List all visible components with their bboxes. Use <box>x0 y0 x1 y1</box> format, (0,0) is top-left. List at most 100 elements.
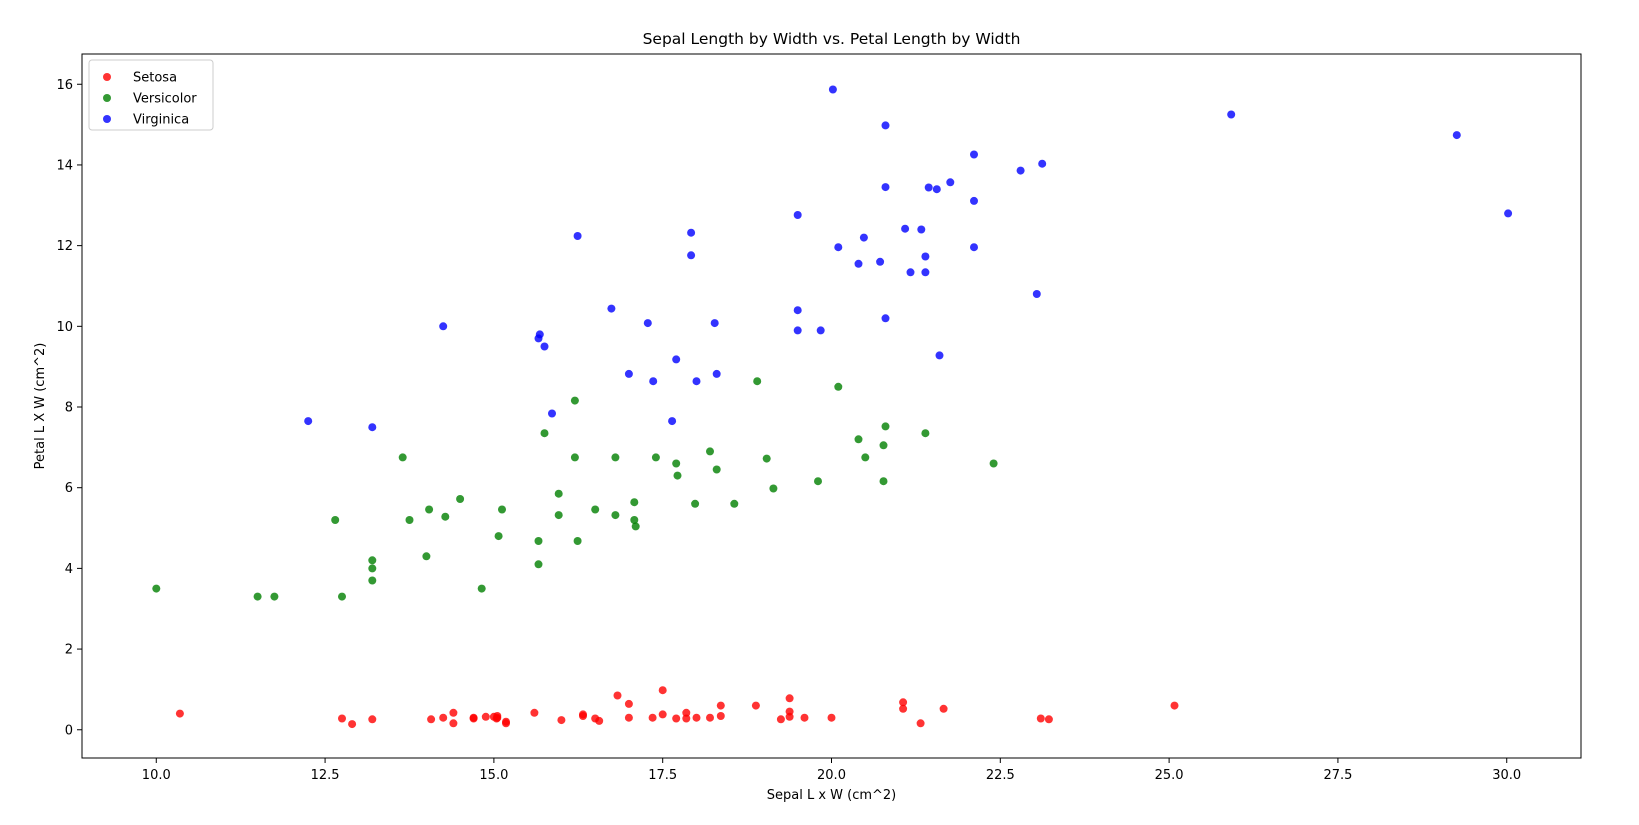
y-axis-label: Petal L X W (cm^2) <box>33 343 48 470</box>
point-setosa-22 <box>595 716 604 725</box>
point-versicolor-9 <box>405 516 414 524</box>
point-virginica-27 <box>876 257 885 266</box>
point-virginica-38 <box>935 351 944 360</box>
point-versicolor-24 <box>573 537 582 545</box>
x-tick-label: 12.5 <box>311 768 340 783</box>
point-versicolor-45 <box>879 441 888 450</box>
y-tick-label: 14 <box>56 158 73 173</box>
point-versicolor-4 <box>338 592 346 601</box>
point-virginica-10 <box>643 319 652 328</box>
point-versicolor-18 <box>534 560 543 569</box>
x-axis-label: Sepal L x W (cm^2) <box>767 788 897 803</box>
point-setosa-29 <box>672 714 681 723</box>
point-versicolor-22 <box>570 396 579 405</box>
point-versicolor-13 <box>456 495 465 503</box>
point-setosa-44 <box>899 704 908 713</box>
point-setosa-2 <box>348 720 357 729</box>
point-setosa-17 <box>530 708 539 717</box>
legend: Setosa Versicolor Virginica <box>88 59 214 131</box>
point-setosa-31 <box>682 714 691 723</box>
point-versicolor-44 <box>861 453 870 462</box>
point-versicolor-15 <box>494 532 503 541</box>
point-versicolor-48 <box>921 429 930 438</box>
point-virginica-5 <box>540 342 549 351</box>
legend-box <box>88 59 214 131</box>
point-setosa-32 <box>692 713 701 722</box>
plot-frame <box>81 53 1582 759</box>
point-virginica-17 <box>710 319 719 328</box>
point-versicolor-0 <box>152 584 161 593</box>
point-virginica-11 <box>649 377 658 386</box>
point-virginica-6 <box>548 409 556 418</box>
point-virginica-28 <box>881 121 890 130</box>
point-virginica-8 <box>607 304 616 313</box>
point-setosa-23 <box>613 691 622 700</box>
y-tick-label: 12 <box>56 239 73 254</box>
point-setosa-18 <box>557 716 566 725</box>
point-virginica-40 <box>970 196 978 205</box>
x-tick-label: 10.0 <box>142 768 171 783</box>
point-versicolor-40 <box>769 484 778 493</box>
point-virginica-24 <box>834 243 843 252</box>
y-tick-label: 2 <box>65 643 73 658</box>
point-virginica-35 <box>924 183 933 192</box>
point-versicolor-39 <box>762 454 771 463</box>
point-virginica-19 <box>793 211 802 219</box>
point-versicolor-30 <box>631 522 640 531</box>
point-setosa-3 <box>368 715 377 724</box>
point-setosa-20 <box>579 712 587 720</box>
point-setosa-14 <box>493 712 502 720</box>
point-versicolor-29 <box>630 516 639 524</box>
point-virginica-16 <box>692 377 701 386</box>
point-versicolor-8 <box>398 453 407 462</box>
point-setosa-37 <box>776 715 785 724</box>
point-versicolor-17 <box>534 537 543 545</box>
point-virginica-14 <box>687 228 696 237</box>
point-versicolor-34 <box>691 499 700 508</box>
point-versicolor-42 <box>834 382 843 391</box>
point-versicolor-38 <box>753 377 762 386</box>
point-virginica-31 <box>901 224 910 233</box>
point-setosa-4 <box>427 715 436 724</box>
point-setosa-38 <box>785 694 794 703</box>
point-virginica-34 <box>921 252 930 261</box>
point-versicolor-36 <box>712 465 721 474</box>
point-setosa-43 <box>899 698 908 707</box>
point-setosa-40 <box>785 712 794 721</box>
x-tick-label: 20.0 <box>817 768 846 783</box>
point-setosa-33 <box>706 713 714 722</box>
y-tick-label: 8 <box>65 401 73 416</box>
point-versicolor-19 <box>540 429 549 438</box>
legend-label-virginica: Virginica <box>133 113 189 128</box>
point-setosa-34 <box>716 701 725 710</box>
point-versicolor-2 <box>270 592 279 601</box>
point-setosa-42 <box>827 713 836 722</box>
point-versicolor-1 <box>253 592 262 601</box>
legend-label-versicolor: Versicolor <box>133 92 197 107</box>
point-versicolor-14 <box>477 584 486 593</box>
x-tick-label: 22.5 <box>986 768 1015 783</box>
point-setosa-46 <box>939 704 948 713</box>
point-versicolor-33 <box>673 471 682 480</box>
x-tick-label: 27.5 <box>1323 768 1352 783</box>
point-setosa-24 <box>624 699 633 708</box>
point-versicolor-23 <box>570 453 579 462</box>
y-tick-label: 6 <box>65 481 73 496</box>
y-axis: 0 2 4 6 8 10 12 14 16 <box>56 78 82 738</box>
point-versicolor-28 <box>630 498 639 507</box>
point-versicolor-25 <box>591 505 600 514</box>
point-versicolor-11 <box>425 505 434 514</box>
y-tick-label: 16 <box>56 78 73 93</box>
point-setosa-47 <box>1036 714 1045 723</box>
point-virginica-44 <box>1032 290 1041 298</box>
legend-marker-versicolor <box>103 94 111 102</box>
point-versicolor-21 <box>554 511 563 520</box>
chart-title: Sepal Length by Width vs. Petal Length b… <box>643 30 1021 48</box>
point-virginica-12 <box>668 417 677 426</box>
point-virginica-22 <box>816 326 825 335</box>
point-virginica-48 <box>1504 209 1513 218</box>
point-setosa-27 <box>658 686 667 695</box>
point-versicolor-6 <box>368 564 377 573</box>
x-tick-label: 17.5 <box>648 768 677 783</box>
